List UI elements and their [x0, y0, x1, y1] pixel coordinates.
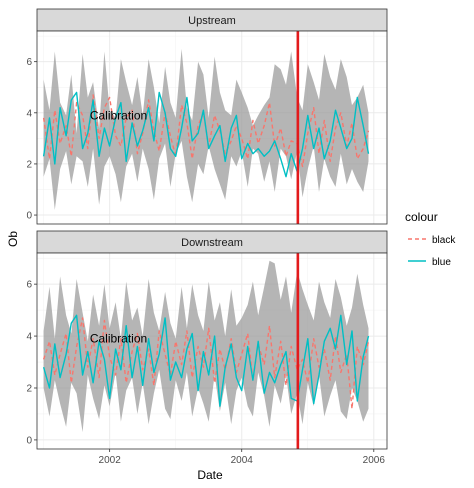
- series-black-line: [42, 317, 370, 410]
- y-tick-label: 4: [26, 332, 32, 343]
- series-blue-line: [42, 314, 370, 407]
- legend-label-blue: blue: [432, 257, 451, 268]
- series-black-line: [42, 94, 370, 168]
- y-tick-label: 2: [26, 383, 32, 394]
- y-tick-label: 0: [26, 435, 32, 446]
- calibration-label: Calibration: [90, 332, 147, 346]
- panel-border: [36, 252, 388, 450]
- legend-label-black: black: [432, 235, 456, 246]
- y-tick-label: 2: [26, 159, 32, 170]
- panel-border: [36, 30, 388, 225]
- series-blue-line: [42, 91, 370, 178]
- x-tick-label: 2002: [99, 455, 122, 466]
- strip-label: Upstream: [188, 15, 236, 27]
- y-tick-label: 4: [26, 108, 32, 119]
- y-tick-label: 6: [26, 280, 32, 291]
- x-tick-label: 2004: [231, 455, 254, 466]
- strip-label: Downstream: [181, 237, 243, 249]
- x-axis-title: Date: [197, 468, 223, 482]
- y-axis-title: Ob: [6, 231, 20, 247]
- x-tick-label: 2006: [363, 455, 386, 466]
- legend-title: colour: [405, 210, 438, 224]
- y-tick-label: 0: [26, 211, 32, 222]
- upstream-panel: Upstream Calibration 0 2 4 6: [26, 8, 388, 225]
- legend: colour black blue: [405, 210, 456, 268]
- downstream-panel: Downstream Calibration 0 2 4 6 2002 2004 2006: [26, 230, 388, 466]
- calibration-label: Calibration: [90, 108, 147, 122]
- y-tick-label: 6: [26, 57, 32, 68]
